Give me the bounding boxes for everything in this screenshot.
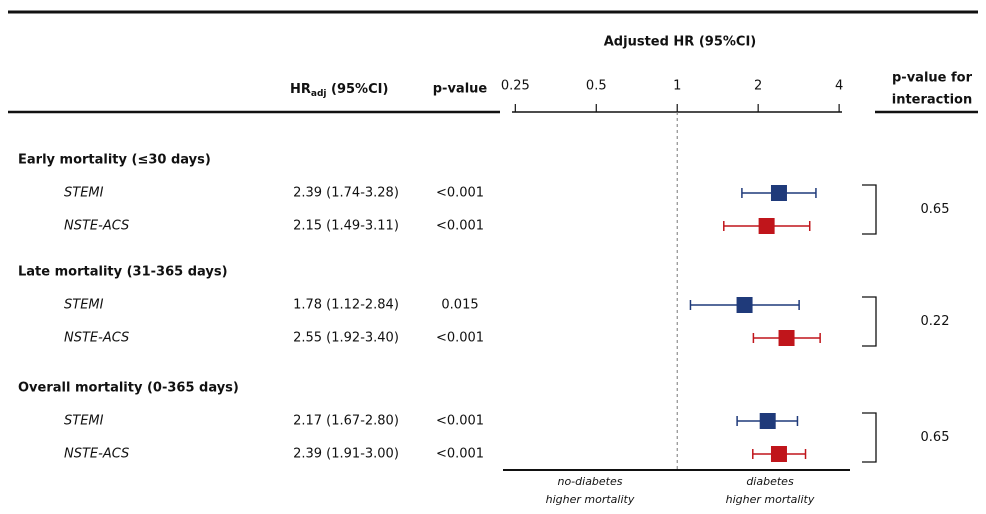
p-value: <0.001 <box>436 331 484 346</box>
x-tick-label: 0.5 <box>586 79 607 94</box>
footnote: higher mortality <box>546 493 635 506</box>
p-value: <0.001 <box>436 186 484 201</box>
estimate-label: 2.55 (1.92-3.40) <box>293 331 399 346</box>
group-label: Early mortality (≤30 days) <box>18 153 211 168</box>
interaction-header: interaction <box>892 93 973 108</box>
p-value: <0.001 <box>436 414 484 429</box>
p-value: <0.001 <box>436 447 484 462</box>
interaction-header: p-value for <box>892 71 973 86</box>
row-name: NSTE-ACS <box>64 447 129 462</box>
estimate-label: 2.39 (1.91-3.00) <box>293 447 399 462</box>
p-header: p-value <box>433 82 488 97</box>
x-tick-label: 4 <box>835 79 843 94</box>
estimate-marker <box>736 297 753 313</box>
bracket <box>862 296 877 347</box>
hr-header: HRadj (95%CI) <box>290 82 388 99</box>
group-label: Overall mortality (0-365 days) <box>18 381 239 396</box>
x-tick-label: 0.25 <box>501 79 530 94</box>
estimate-marker <box>759 413 776 429</box>
footnote: no-diabetes <box>557 475 622 488</box>
p-value: <0.001 <box>436 219 484 234</box>
interaction-p: 0.65 <box>921 202 950 217</box>
bracket <box>862 412 877 463</box>
p-value: 0.015 <box>441 298 478 313</box>
row-name: STEMI <box>64 414 104 429</box>
estimate-label: 2.17 (1.67-2.80) <box>293 414 399 429</box>
row-name: STEMI <box>64 186 104 201</box>
footnote: diabetes <box>746 475 794 488</box>
row-name: NSTE-ACS <box>64 219 129 234</box>
chart-title: Adjusted HR (95%CI) <box>604 35 756 50</box>
estimate-marker <box>758 218 775 234</box>
footnote: higher mortality <box>726 493 815 506</box>
estimate-marker <box>770 185 787 201</box>
interaction-p: 0.65 <box>921 430 950 445</box>
group-label: Late mortality (31-365 days) <box>18 265 228 280</box>
interaction-p: 0.22 <box>921 314 950 329</box>
x-tick-label: 1 <box>673 79 681 94</box>
estimate-marker <box>770 446 787 462</box>
row-name: NSTE-ACS <box>64 331 129 346</box>
estimate-label: 2.39 (1.74-3.28) <box>293 186 399 201</box>
bracket <box>862 184 877 235</box>
estimate-marker <box>778 330 795 346</box>
estimate-label: 1.78 (1.12-2.84) <box>293 298 399 313</box>
estimate-label: 2.15 (1.49-3.11) <box>293 219 399 234</box>
x-tick-label: 2 <box>754 79 762 94</box>
row-name: STEMI <box>64 298 104 313</box>
